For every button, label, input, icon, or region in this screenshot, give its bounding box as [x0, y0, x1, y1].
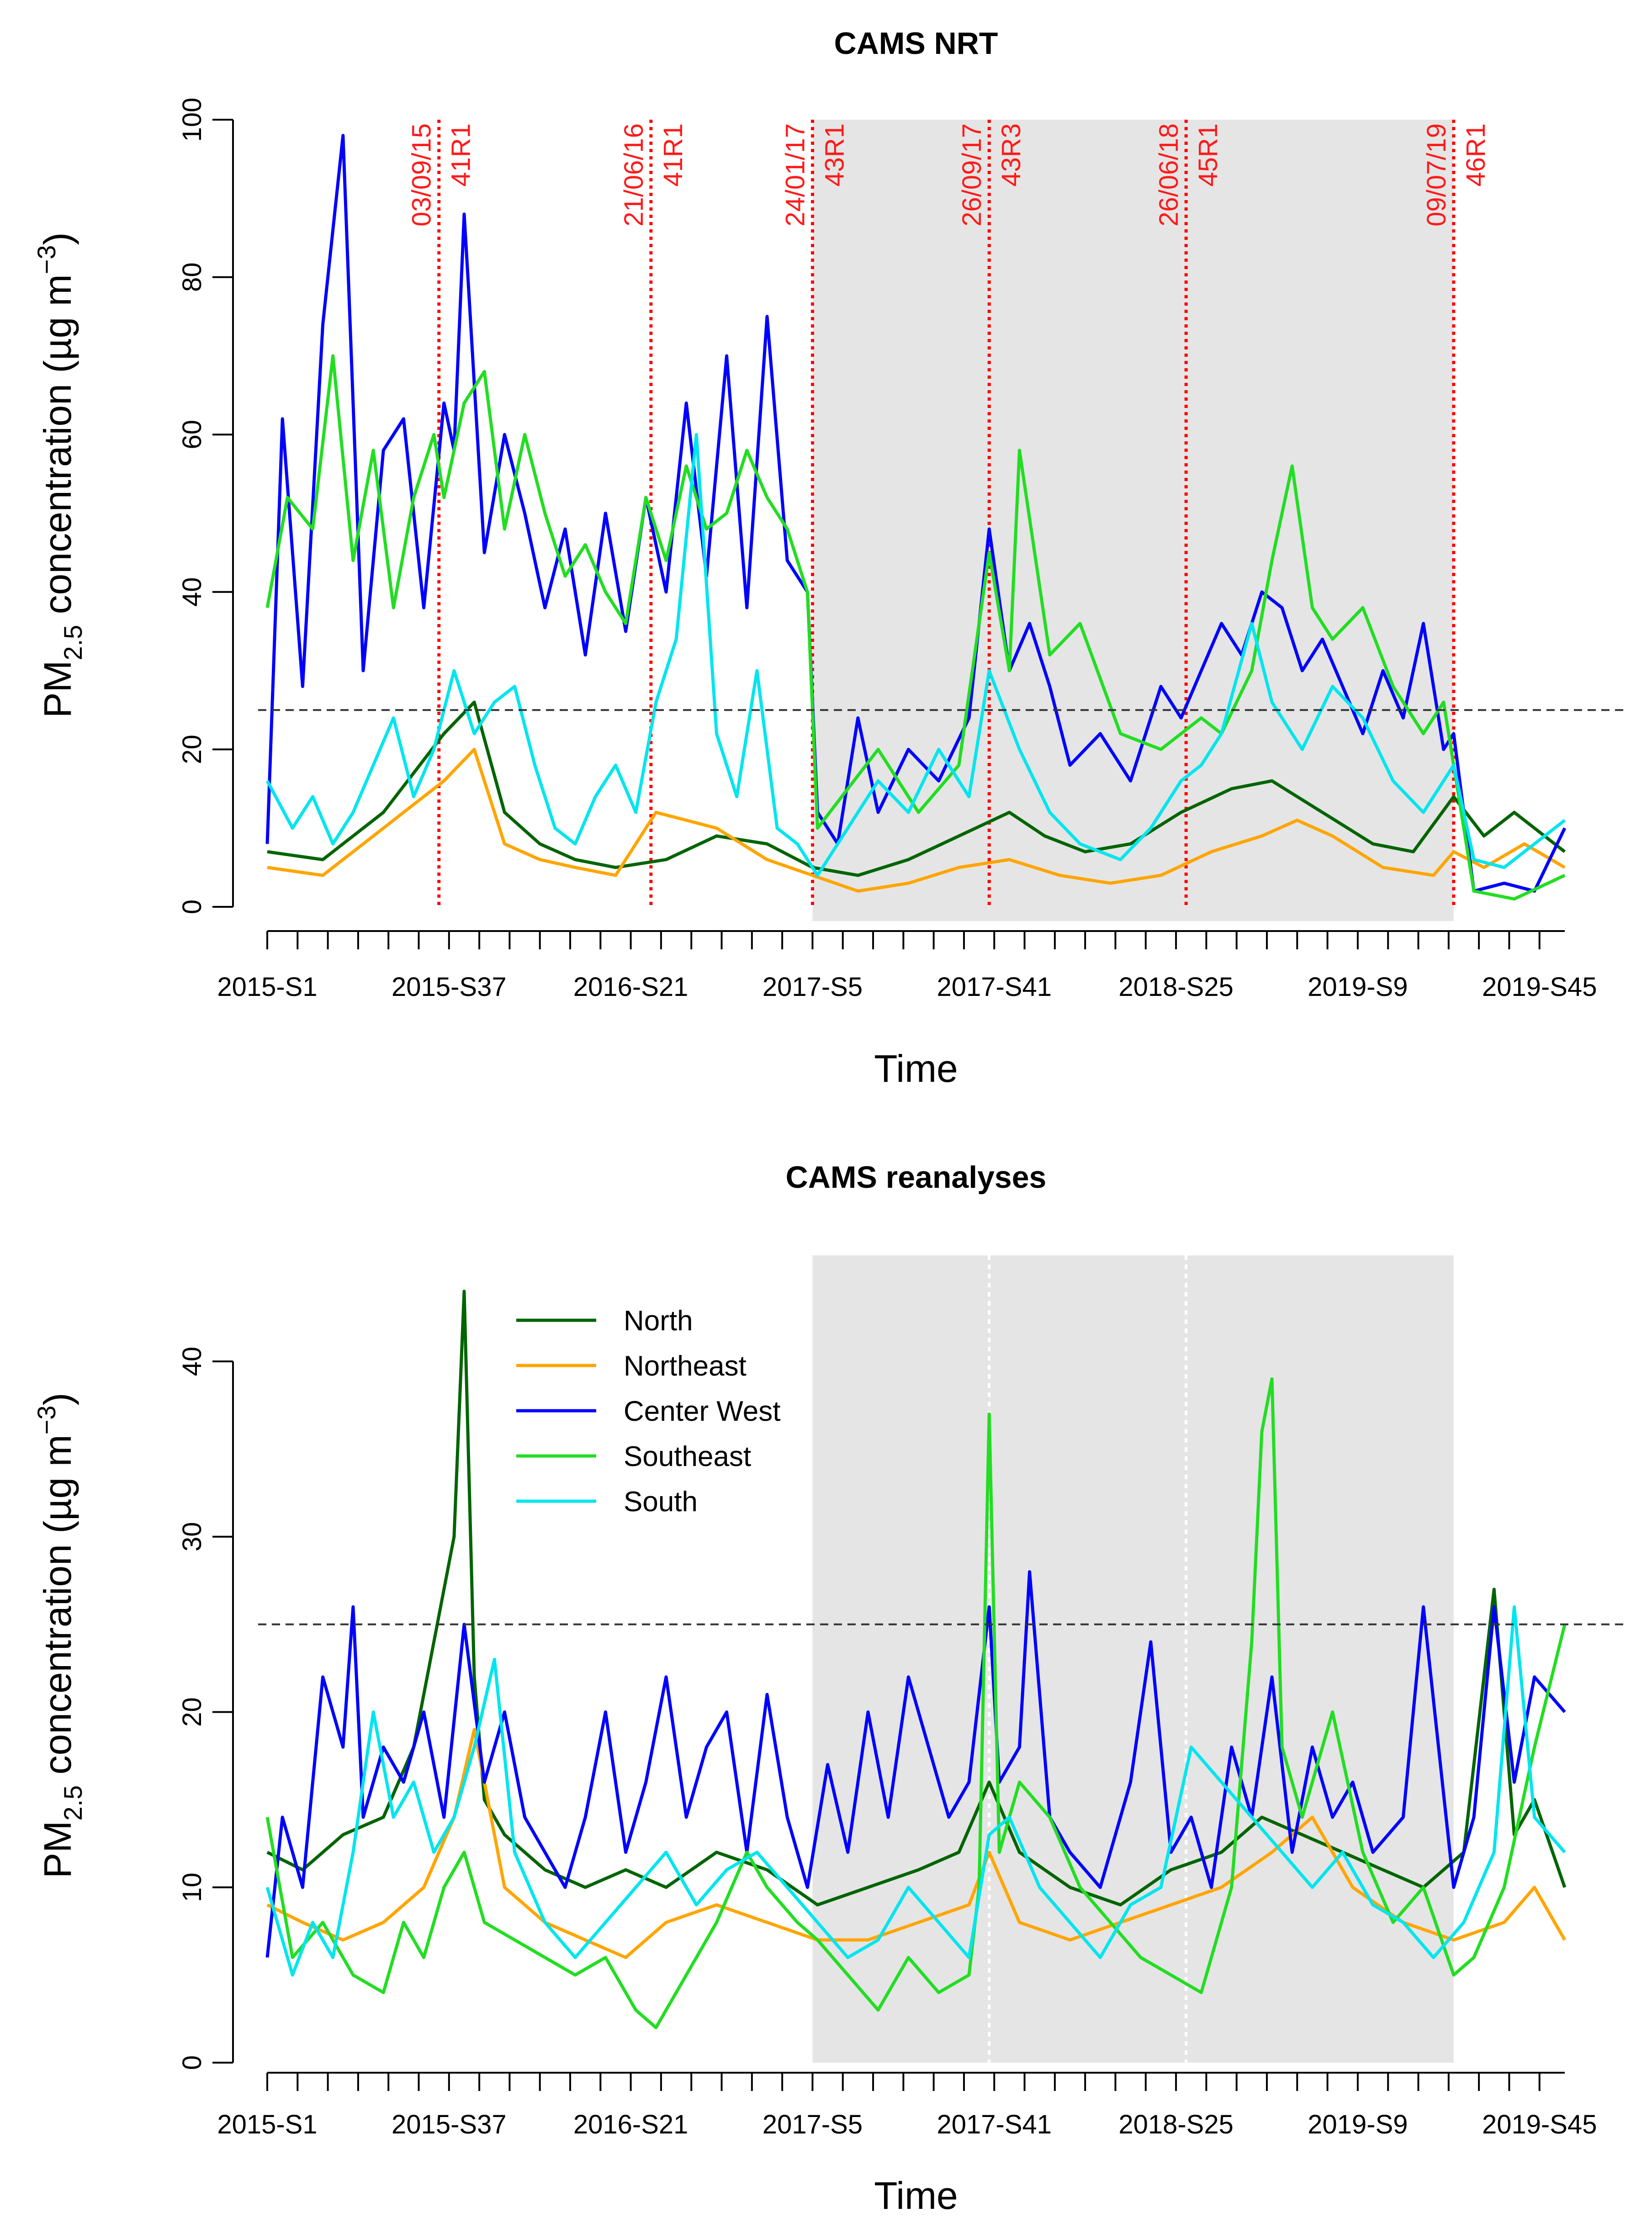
series-center-west: [265, 1570, 1566, 1958]
legend-label: North: [624, 1305, 693, 1337]
y-tick-label: 10: [177, 1873, 207, 1902]
y-tick-label: 40: [177, 1347, 207, 1376]
x-tick-label: 2019-S9: [1308, 2110, 1408, 2139]
y-tick-label: 30: [177, 1522, 207, 1551]
y-tick-label: 60: [177, 420, 207, 450]
series-south: [265, 433, 1566, 877]
x-axis-label: Time: [874, 2174, 958, 2217]
version-name-label: 45R1: [1193, 123, 1223, 187]
x-tick-label: 2017-S41: [937, 972, 1052, 1002]
y-tick-label: 80: [177, 262, 207, 292]
version-date-label: 09/07/19: [1422, 123, 1451, 227]
version-change-labels: 03/09/15 41R1 21/06/16 41R1 24/01/17 43R1 26/0…: [407, 123, 1491, 227]
x-tick-label: 2019-S45: [1482, 972, 1597, 1002]
y-tick-label: 40: [177, 577, 207, 607]
x-tick-label: 2015-S1: [217, 2110, 317, 2139]
y-tick-label: 20: [177, 1697, 207, 1727]
legend-label: Northeast: [624, 1350, 747, 1382]
x-axis-label: Time: [874, 1047, 958, 1090]
version-date-label: 26/09/17: [957, 123, 987, 227]
x-tick-label: 2015-S1: [217, 972, 317, 1002]
legend-label: Southeast: [624, 1441, 751, 1472]
version-name-label: 41R1: [658, 123, 688, 187]
version-name-label: 41R1: [446, 123, 476, 187]
version-date-label: 26/06/18: [1154, 123, 1184, 227]
y-tick-label: 100: [177, 98, 207, 142]
x-tick-label: 2018-S25: [1118, 972, 1234, 1002]
version-name-label: 43R3: [996, 123, 1026, 187]
series-north: [267, 700, 1566, 877]
x-tick-label: 2019-S9: [1308, 972, 1408, 1002]
version-date-label: 21/06/16: [619, 123, 649, 227]
x-tick-label: 2015-S37: [392, 2110, 507, 2139]
x-tick-label: 2016-S21: [573, 2110, 688, 2139]
series-southeast: [265, 1377, 1567, 2029]
y-tick-label: 20: [177, 735, 207, 764]
version-date-label: 24/01/17: [780, 123, 810, 227]
x-tick-label: 2017-S41: [937, 2110, 1052, 2139]
shaded-period: [812, 120, 1454, 921]
chart-cams-reanalyses: CAMS reanalyses 0 10 20 30 40 2015-S1 2015-S3…: [32, 1160, 1626, 2217]
x-axis: 2015-S1 2015-S37 2016-S21 2017-S5 2017-S41 20…: [217, 2072, 1597, 2139]
x-tick-label: 2017-S5: [762, 2110, 863, 2139]
series-southeast: [265, 354, 1566, 901]
series-north: [266, 1290, 1567, 1907]
y-axis-label: PM2.5 concentration (µg m−3): [32, 1392, 87, 1878]
series-northeast: [267, 747, 1566, 893]
version-name-label: 46R1: [1461, 123, 1491, 187]
x-tick-label: 2017-S5: [762, 972, 863, 1002]
shaded-region: [812, 120, 1454, 921]
x-axis: 2015-S1 2015-S37 2016-S21 2017-S5 2017-S41 20…: [217, 930, 1597, 1002]
legend-label: South: [624, 1486, 698, 1518]
data-series: [265, 134, 1567, 901]
chart-title: CAMS reanalyses: [786, 1160, 1047, 1195]
x-tick-label: 2018-S25: [1118, 2110, 1234, 2139]
y-tick-label: 0: [177, 2055, 207, 2070]
shaded-region: [812, 1255, 1454, 2063]
data-series: [265, 1290, 1567, 2029]
y-axis-label: PM2.5 concentration (µg m−3): [32, 232, 87, 718]
version-date-label: 03/09/15: [407, 123, 437, 227]
y-tick-label: 0: [177, 900, 207, 914]
series-south: [265, 1605, 1566, 1977]
version-name-label: 43R1: [820, 123, 849, 187]
chart-cams-nrt: CAMS NRT 03/09/15 41R1 21/06/16 41R1 24/01/1…: [32, 26, 1626, 1090]
legend-label: Center West: [624, 1396, 780, 1427]
x-tick-label: 2015-S37: [392, 972, 507, 1002]
y-axis: 0 10 20 30 40: [177, 1347, 234, 2070]
chart-title: CAMS NRT: [834, 26, 998, 61]
divider-lines: [988, 1255, 1188, 2063]
y-axis: 0 20 40 60 80 100: [177, 98, 234, 914]
x-tick-label: 2019-S45: [1482, 2110, 1597, 2139]
shaded-period: [812, 1255, 1454, 2063]
series-center-west: [265, 134, 1567, 893]
x-tick-label: 2016-S21: [573, 972, 688, 1002]
legend: North Northeast Center West Southeast South: [516, 1305, 780, 1518]
